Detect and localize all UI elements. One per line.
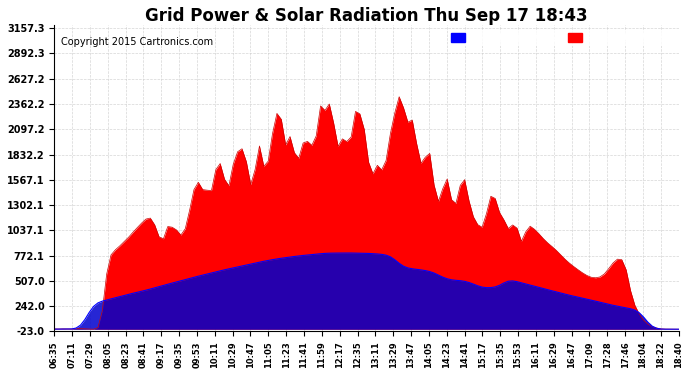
Text: Copyright 2015 Cartronics.com: Copyright 2015 Cartronics.com — [61, 38, 213, 47]
Legend: Radiation (w/m2), Grid (AC Watts): Radiation (w/m2), Grid (AC Watts) — [448, 30, 673, 46]
Title: Grid Power & Solar Radiation Thu Sep 17 18:43: Grid Power & Solar Radiation Thu Sep 17 … — [145, 7, 588, 25]
